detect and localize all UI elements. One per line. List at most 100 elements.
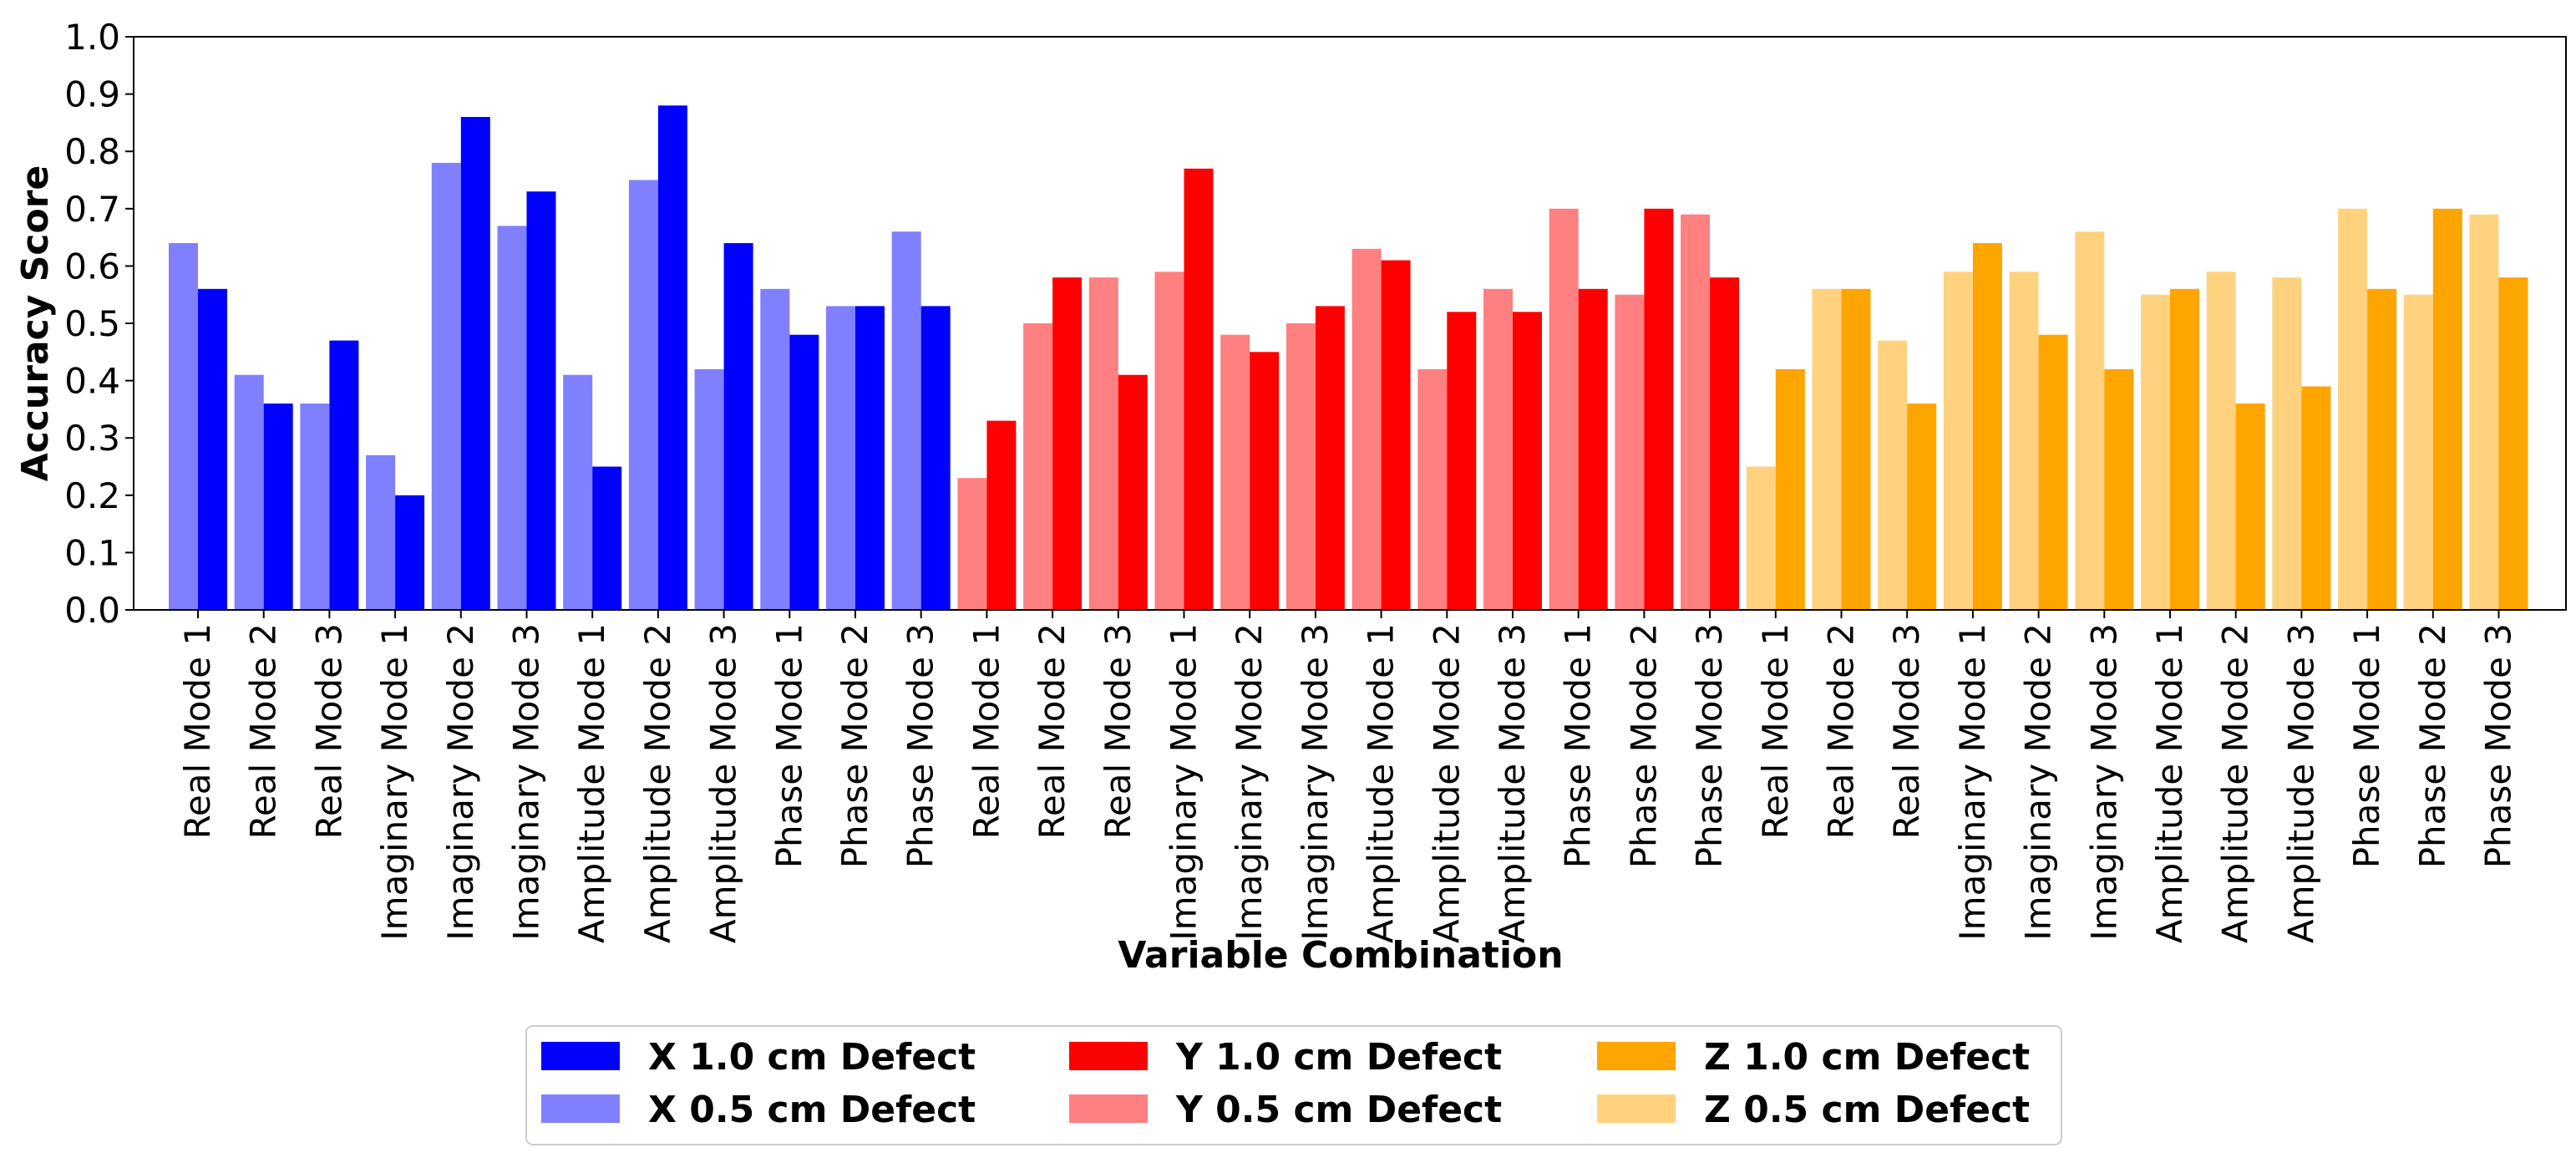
bar — [1907, 404, 1937, 610]
bar — [2038, 334, 2068, 610]
bar — [1775, 368, 1805, 610]
bar — [1578, 288, 1608, 610]
x-tick-label: Amplitude Mode 1 — [571, 623, 612, 943]
y-tick-label: 0.8 — [64, 131, 120, 172]
legend-swatch — [541, 1042, 620, 1070]
x-tick-label: Imaginary Mode 1 — [1952, 623, 1993, 941]
x-tick-label: Real Mode 3 — [308, 623, 349, 839]
legend-label: Y 0.5 cm Defect — [1175, 1089, 1502, 1131]
y-tick-label: 0.5 — [64, 303, 120, 344]
x-tick-label: Real Mode 1 — [1755, 623, 1796, 839]
x-tick-label: Imaginary Mode 3 — [2083, 623, 2124, 941]
x-tick-label: Amplitude Mode 1 — [1361, 623, 1402, 943]
x-tick-label: Imaginary Mode 2 — [1229, 623, 1270, 941]
bar — [366, 454, 396, 610]
bar — [855, 306, 885, 610]
bar — [1878, 340, 1908, 610]
bars-layer — [169, 105, 2528, 611]
bar — [2432, 208, 2462, 611]
bar — [1154, 272, 1184, 610]
x-tick-label: Phase Mode 2 — [834, 623, 875, 868]
bar — [760, 288, 790, 610]
bar — [920, 306, 951, 610]
bar — [2104, 368, 2134, 610]
y-tick-label: 0.2 — [64, 475, 120, 516]
x-tick-label: Imaginary Mode 1 — [1164, 623, 1204, 941]
bar — [2367, 288, 2397, 610]
y-tick-label: 0.7 — [64, 189, 120, 230]
bar — [2141, 294, 2170, 610]
bar — [1351, 248, 1382, 610]
y-axis-title: Accuracy Score — [14, 165, 57, 482]
bar — [2075, 231, 2105, 610]
x-tick-label: Real Mode 1 — [966, 623, 1007, 839]
bar — [1052, 277, 1083, 610]
bar — [2403, 294, 2433, 610]
legend: X 1.0 cm Defect Y 1.0 cm Defect Z 1.0 cm D… — [525, 1025, 2062, 1145]
bar — [2272, 277, 2302, 610]
bar — [1710, 277, 1740, 610]
bar — [1513, 312, 1542, 610]
bar — [395, 495, 425, 610]
bar — [263, 404, 293, 610]
bar — [1118, 374, 1148, 610]
bar — [1417, 368, 1448, 610]
bar — [1250, 352, 1280, 610]
legend-swatch — [1597, 1042, 1676, 1070]
x-tick-label: Amplitude Mode 1 — [2149, 623, 2190, 943]
x-tick-label: Phase Mode 3 — [2478, 623, 2519, 868]
bar — [1681, 214, 1711, 610]
y-tick-label: 0.0 — [64, 590, 120, 631]
x-tick-label: Real Mode 3 — [1098, 623, 1138, 839]
bar — [2338, 208, 2368, 611]
x-tick-label: Imaginary Mode 1 — [374, 623, 415, 941]
bar — [1023, 323, 1053, 610]
y-axis-ticks: 0.0 0.1 0.2 0.3 0.4 0.5 0.6 0.7 0.8 0.9 1.0 — [64, 17, 134, 631]
bar — [300, 404, 330, 610]
bar — [198, 288, 227, 610]
y-tick-label: 1.0 — [64, 17, 120, 58]
bar — [1841, 288, 1871, 610]
x-tick-label: Imaginary Mode 2 — [440, 623, 481, 941]
x-tick-label: Amplitude Mode 2 — [637, 623, 678, 943]
legend-swatch — [1069, 1042, 1148, 1070]
x-tick-label: Phase Mode 3 — [900, 623, 941, 868]
bar — [2235, 404, 2265, 610]
x-tick-label: Phase Mode 1 — [1558, 623, 1599, 868]
bar — [460, 117, 490, 610]
legend-label: Z 1.0 cm Defect — [1704, 1036, 2030, 1079]
bar — [526, 191, 556, 610]
bar — [1184, 168, 1214, 611]
x-tick-label: Phase Mode 1 — [2346, 623, 2387, 868]
y-tick-label: 0.1 — [64, 532, 120, 573]
x-tick-label: Amplitude Mode 3 — [2280, 623, 2321, 943]
bar — [628, 180, 658, 610]
x-tick-label: Real Mode 2 — [1032, 623, 1072, 839]
bar — [723, 243, 753, 610]
y-tick-label: 0.4 — [64, 361, 120, 402]
x-tick-label: Amplitude Mode 3 — [1492, 623, 1533, 943]
legend-label: Y 1.0 cm Defect — [1175, 1036, 1502, 1079]
x-tick-label: Amplitude Mode 2 — [1426, 623, 1467, 943]
y-tick-label: 0.3 — [64, 418, 120, 459]
bar — [789, 334, 819, 610]
legend-swatch — [541, 1094, 620, 1123]
legend-label: X 0.5 cm Defect — [648, 1089, 976, 1131]
bar — [1088, 277, 1118, 610]
bar — [234, 374, 264, 610]
x-tick-label: Imaginary Mode 2 — [2018, 623, 2059, 941]
bar — [563, 374, 593, 610]
bar — [826, 306, 855, 610]
legend-label: X 1.0 cm Defect — [648, 1036, 976, 1079]
x-tick-label: Amplitude Mode 2 — [2215, 623, 2256, 943]
bar — [1812, 288, 1842, 610]
x-tick-label: Phase Mode 1 — [768, 623, 809, 868]
legend-swatch — [1069, 1094, 1148, 1123]
bar — [169, 243, 198, 610]
x-tick-label: Real Mode 1 — [177, 623, 218, 839]
bar — [1549, 208, 1579, 611]
x-axis-title: Variable Combination — [1118, 934, 1563, 977]
bar — [2469, 214, 2499, 610]
bar — [1220, 334, 1250, 610]
